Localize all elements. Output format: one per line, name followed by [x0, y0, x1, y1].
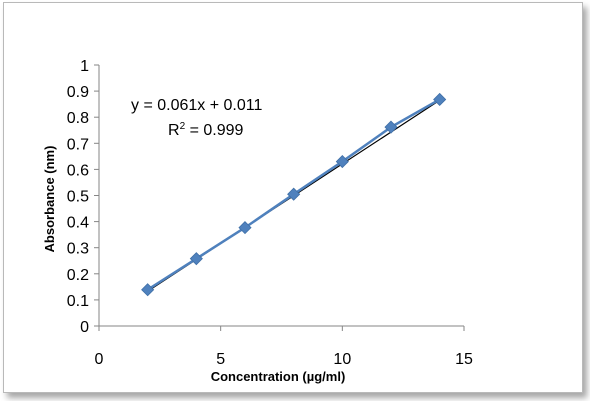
series-group	[141, 92, 447, 297]
x-tick-label: 5	[216, 351, 225, 368]
data-point	[287, 187, 301, 201]
tick-labels: 00.10.20.30.40.50.60.70.80.910 5 10 15	[67, 58, 473, 368]
r-squared-label: R2 = 0.999	[168, 121, 244, 139]
data-point	[238, 221, 252, 235]
x-tick-label: 0	[95, 351, 104, 368]
data-point	[384, 120, 398, 134]
x-tick-label: 15	[455, 351, 473, 368]
y-tick-label: 0.7	[67, 136, 89, 153]
y-tick-label: 0.6	[67, 162, 89, 179]
y-tick-label: 1	[80, 58, 89, 75]
y-tick-label: 0.2	[67, 267, 89, 284]
annotation-group: y = 0.061x + 0.011 R2 = 0.999	[131, 97, 262, 139]
y-tick-label: 0.8	[67, 110, 89, 127]
data-point	[433, 92, 447, 107]
y-tick-label: 0.4	[67, 215, 89, 232]
chart-area: 0 0.1 0.2 0.3 0.4 0.5 0.6 0.7 0.8 0.9 1 0 5 10 15 y = …	[3, 2, 583, 393]
y-tick-label: 0.3	[67, 241, 89, 258]
trendline-equation: y = 0.061x + 0.011	[131, 97, 262, 114]
y-axis-title: Absorbance (nm)	[42, 146, 57, 253]
data-point	[335, 155, 349, 169]
x-tick-label: 10	[333, 351, 351, 368]
y-tick-label: 0.5	[67, 189, 89, 206]
y-tick-label: 0.9	[67, 84, 89, 101]
x-axis-title: Concentration (µg/ml)	[211, 369, 346, 384]
chart-svg: 00.10.20.30.40.50.60.70.80.910 5 10 15 y = …	[42, 58, 473, 384]
data-point	[189, 252, 203, 266]
axes	[94, 64, 465, 331]
data-point	[141, 283, 155, 297]
y-tick-label: 0.1	[67, 293, 89, 310]
y-tick-label: 0	[80, 319, 89, 336]
